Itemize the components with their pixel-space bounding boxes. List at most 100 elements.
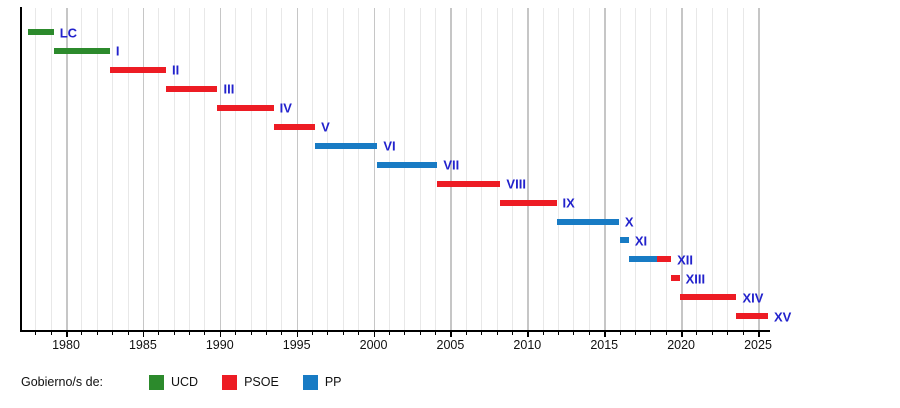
tick-1997 — [327, 332, 329, 335]
tick-2005 — [450, 332, 452, 337]
gridline-2018 — [650, 8, 652, 331]
bar-xii-psoe — [656, 256, 672, 263]
gridline-2007 — [481, 8, 483, 331]
bar-label-xv: XV — [774, 309, 792, 325]
tick-2025 — [758, 332, 760, 337]
bar-ii-psoe — [109, 66, 166, 73]
gridline-1982 — [96, 8, 98, 331]
tick-2001 — [388, 332, 390, 335]
tick-1999 — [358, 332, 360, 335]
gridline-1993 — [265, 8, 267, 331]
gridline-2009 — [511, 8, 513, 331]
tick-2012 — [558, 332, 560, 335]
tick-1982 — [96, 332, 98, 335]
gridline-1980 — [66, 8, 68, 331]
tick-1989 — [204, 332, 206, 335]
gridline-2021 — [696, 8, 698, 331]
x-axis-line — [20, 330, 770, 332]
gridline-2006 — [465, 8, 467, 331]
pp-color-swatch — [302, 374, 318, 390]
bar-x-pp — [556, 218, 619, 225]
gridline-1994 — [281, 8, 283, 331]
bar-xiii-psoe — [671, 275, 680, 282]
gridline-2024 — [742, 8, 744, 331]
gridline-2015 — [604, 8, 606, 331]
tick-1991 — [235, 332, 237, 335]
gridline-1986 — [158, 8, 160, 331]
gridline-1998 — [342, 8, 344, 331]
gridline-2008 — [496, 8, 498, 331]
gridline-2019 — [665, 8, 667, 331]
bar-label-v: V — [321, 119, 330, 135]
legend-label-pp: PP — [324, 375, 342, 389]
tick-2004 — [435, 332, 437, 335]
tick-2002 — [404, 332, 406, 335]
bar-xiv-psoe — [679, 294, 737, 301]
tick-label-1985: 1985 — [128, 338, 157, 352]
legend-caption: Gobierno/s de: — [21, 375, 103, 389]
gridline-1983 — [112, 8, 114, 331]
bar-label-vii: VII — [443, 157, 460, 173]
gridline-1992 — [250, 8, 252, 331]
tick-2007 — [481, 332, 483, 335]
tick-2013 — [573, 332, 575, 335]
bar-label-xi: XI — [634, 233, 648, 249]
tick-label-2020: 2020 — [667, 338, 696, 352]
tick-1992 — [250, 332, 252, 335]
bar-viii-psoe — [437, 180, 501, 187]
gridline-2017 — [634, 8, 636, 331]
bar-iv-psoe — [217, 104, 274, 111]
tick-1986 — [158, 332, 160, 335]
bar-label-x: X — [624, 214, 634, 230]
tick-2020 — [681, 332, 683, 337]
gridline-1985 — [142, 8, 145, 331]
tick-2017 — [634, 332, 636, 335]
gridline-1996 — [312, 8, 314, 331]
tick-1980 — [66, 332, 68, 337]
bar-label-iii: III — [223, 81, 235, 97]
tick-2018 — [650, 332, 652, 335]
tick-label-2005: 2005 — [436, 338, 465, 352]
gridline-2014 — [588, 8, 590, 331]
gridline-2020 — [681, 8, 683, 331]
gridline-2010 — [527, 8, 529, 331]
bar-label-vi: VI — [383, 138, 396, 154]
tick-2011 — [542, 332, 544, 335]
tick-1990 — [219, 332, 222, 337]
y-axis-line — [20, 7, 22, 332]
tick-2000 — [373, 332, 376, 337]
tick-1996 — [312, 332, 314, 335]
tick-label-2000: 2000 — [359, 338, 388, 352]
tick-2008 — [496, 332, 498, 335]
legend-item-psoe: PSOE — [222, 374, 279, 390]
gridline-2016 — [619, 8, 621, 331]
gridline-1991 — [235, 8, 237, 331]
tick-1984 — [127, 332, 129, 335]
tick-2010 — [527, 332, 529, 337]
bar-vii-pp — [377, 161, 438, 168]
tick-1979 — [50, 332, 52, 335]
gridline-2000 — [373, 8, 376, 331]
gridline-2002 — [404, 8, 406, 331]
gridline-2004 — [435, 8, 437, 331]
bar-vi-pp — [315, 142, 378, 149]
tick-1987 — [173, 332, 175, 335]
bar-label-xiv: XIV — [742, 290, 764, 306]
tick-2006 — [465, 332, 467, 335]
legend-item-pp: PP — [302, 374, 342, 390]
gridline-1989 — [204, 8, 206, 331]
gridline-2022 — [711, 8, 713, 331]
tick-2016 — [619, 332, 621, 335]
tick-2014 — [588, 332, 590, 335]
bar-label-xiii: XIII — [685, 271, 706, 287]
tick-label-1990: 1990 — [205, 338, 234, 352]
bar-xii-pp — [628, 256, 657, 263]
bar-label-lc: LC — [59, 25, 78, 40]
legend-label-ucd: UCD — [171, 375, 199, 389]
gridline-2023 — [727, 8, 729, 331]
tick-1985 — [142, 332, 145, 337]
gridline-1995 — [296, 8, 299, 331]
tick-1983 — [112, 332, 114, 335]
tick-2022 — [711, 332, 713, 335]
gridline-1999 — [358, 8, 360, 331]
